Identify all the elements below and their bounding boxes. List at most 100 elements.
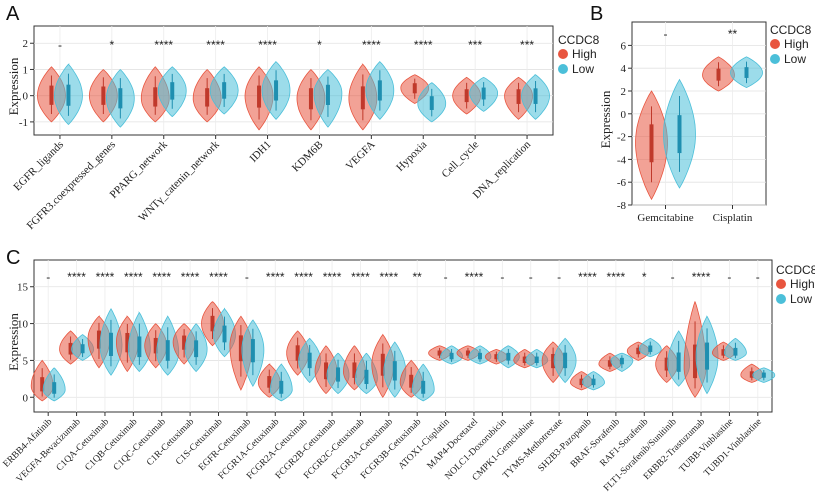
box-low [165, 340, 170, 361]
significance-label: * [110, 38, 115, 52]
box-high [68, 342, 73, 355]
box-high [295, 345, 300, 361]
x-tick-label: Hypoxia [394, 139, 429, 174]
x-tick-label: C1QB-Cetuximab [84, 417, 140, 473]
box-high [153, 87, 158, 107]
significance-label: * [317, 38, 322, 52]
box-low [677, 115, 682, 154]
box-high [182, 335, 187, 350]
legend-title: CCDC8 [770, 23, 812, 37]
significance-label: - [46, 270, 50, 284]
x-tick-label: EGFR_ligands [11, 139, 66, 194]
box-high [716, 68, 721, 81]
panel-letter-c: C [6, 247, 20, 269]
box-high [465, 350, 470, 356]
significance-label: **** [96, 270, 115, 284]
box-high [607, 360, 612, 367]
y-tick-label: -6 [617, 177, 627, 189]
box-high [551, 353, 556, 369]
y-tick-label: -2 [617, 132, 626, 144]
x-tick-label: FGFR3.coexpressed_genes [25, 139, 118, 232]
y-tick-label: 0 [23, 91, 29, 103]
box-high [409, 374, 414, 388]
box-low [392, 361, 397, 381]
box-high [352, 362, 357, 378]
box-high [360, 86, 365, 110]
x-tick-label: ERBB4-Afatinib [1, 416, 54, 469]
box-low [481, 87, 486, 100]
significance-label: * [642, 270, 647, 284]
box-low [137, 336, 142, 358]
x-tick-label: C1QC-Cetuximab [112, 417, 168, 473]
box-high [693, 344, 698, 379]
box-low [222, 325, 227, 343]
y-tick-label: 0 [621, 109, 627, 121]
panel-letter-a: A [6, 3, 20, 25]
box-low [534, 356, 539, 363]
box-high [49, 85, 54, 105]
box-high [125, 332, 130, 353]
x-tick-label: Gemcitabine [637, 212, 693, 224]
x-tick-label: RAF1-Sorafenib [598, 416, 651, 469]
legend-swatch-high [558, 49, 568, 59]
y-tick-label: 2 [621, 86, 627, 98]
box-high [494, 354, 499, 360]
box-low [563, 352, 568, 369]
box-low [364, 369, 369, 384]
legend-label-low: Low [784, 52, 806, 66]
x-tick-label: C1QA-Cetuximab [55, 417, 112, 474]
y-tick-label: 1 [23, 64, 29, 76]
y-tick-label: 15 [17, 282, 29, 294]
box-low [421, 380, 426, 394]
y-tick-label: -8 [617, 200, 627, 212]
box-low [533, 88, 538, 104]
box-low [648, 345, 653, 352]
box-high [522, 356, 527, 363]
significance-label: **** [323, 270, 342, 284]
significance-label: - [529, 270, 533, 284]
box-high [516, 89, 521, 104]
box-low [744, 67, 749, 78]
y-axis-label: Expression [6, 313, 21, 371]
legend-label-high: High [572, 47, 597, 61]
y-axis-label: Expression [6, 57, 21, 115]
significance-label: **** [578, 270, 597, 284]
x-tick-label: EGFR-Cetuximab [197, 417, 253, 473]
box-low [222, 82, 227, 99]
box-high [153, 337, 158, 354]
significance-label: **** [351, 270, 370, 284]
box-high [101, 86, 106, 105]
significance-label: **** [258, 38, 277, 52]
y-tick-label: 5 [23, 355, 29, 367]
plot-frame [33, 259, 773, 413]
plot-frame [33, 25, 554, 136]
box-low [274, 80, 279, 101]
box-low [676, 352, 681, 372]
significance-label: **** [465, 270, 484, 284]
box-high [324, 362, 329, 380]
x-tick-label: ATOX1-Cisplatin [397, 417, 452, 472]
significance-label: **** [692, 270, 711, 284]
significance-label: - [756, 270, 760, 284]
legend-label-high: High [790, 277, 815, 291]
panel-b-chart: -8 -6 -4 -2 0 2 4 6 Expression - Gemcitabine ** Cisp… [598, 21, 812, 224]
legend-label-low: Low [790, 292, 812, 306]
x-tick-label: Cisplatin [713, 212, 753, 224]
legend-swatch-high [770, 39, 780, 49]
box-high [96, 330, 101, 349]
box-high [267, 376, 272, 388]
box-high [721, 349, 726, 356]
box-low [733, 347, 738, 356]
box-low [477, 352, 482, 360]
significance-label: **** [379, 270, 398, 284]
significance-label: **** [67, 270, 86, 284]
box-low [170, 82, 175, 100]
y-tick-label: 6 [621, 40, 627, 52]
box-high [649, 124, 654, 163]
box-low [325, 84, 330, 105]
y-tick-label: 2 [23, 38, 29, 50]
significance-label: **** [266, 270, 285, 284]
x-tick-label: BRAF-Sorafenib [568, 416, 622, 470]
